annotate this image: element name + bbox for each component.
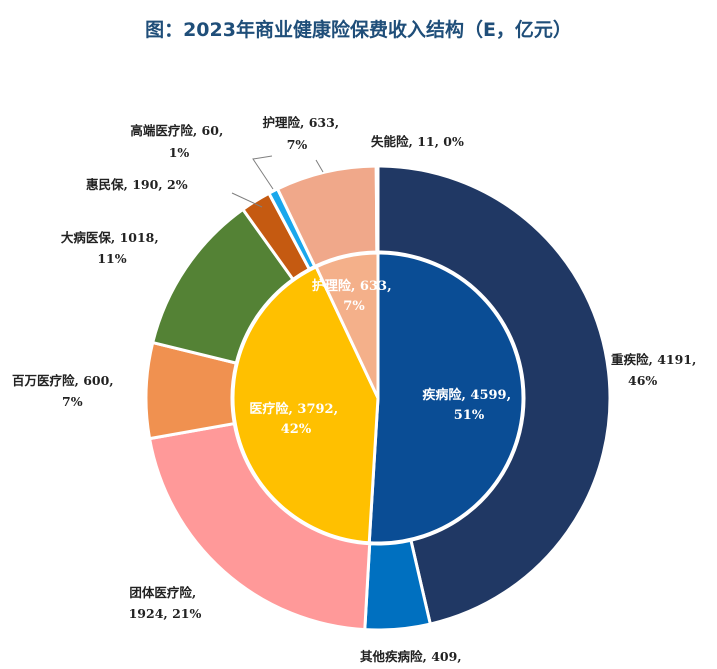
outer-label-hulixian-outer: 护理险, 633, 7% — [262, 115, 343, 152]
outer-label-baiwanyiliaoxian: 百万医疗险, 600, 7% — [12, 373, 118, 409]
leader-lines — [231, 155, 324, 208]
inner-slice-0 — [367, 251, 525, 545]
leader-line-0 — [252, 155, 274, 190]
leader-line-2 — [315, 159, 324, 173]
outer-label-tuantiyiliaoxian: 团体医疗险, 1924, 21% — [129, 585, 202, 621]
inner-label-hulixian: 护理险, 633, 7% — [312, 278, 396, 314]
outer-label-gaoduanyiliaoxian: 高端医疗险, 60, 1% — [130, 123, 227, 160]
inner-slice-1 — [231, 264, 380, 545]
chart-title: 图：2023年商业健康险保费收入结构（E，亿元） — [145, 19, 572, 41]
outer-label-qitajibingxian: 其他疾病险, 409, — [360, 649, 462, 664]
leader-line-1 — [231, 192, 263, 208]
inner-label-jibingxian: 疾病险, 4599, 51% — [422, 387, 515, 423]
inner-pie — [231, 251, 525, 545]
outer-label-dabingyibao: 大病医保, 1018, 11% — [61, 230, 163, 266]
outer-label-shinengxian: 失能险, 11, 0% — [371, 134, 464, 149]
outer-label-zhongjixian: 重疾险, 4191, 46% — [611, 352, 701, 388]
outer-slice-8 — [374, 164, 380, 254]
outer-label-huiminbao: 惠民保, 190, 2% — [86, 177, 188, 192]
inner-label-yiliaoxian: 医疗险, 3792, 42% — [249, 401, 342, 437]
inner-slice-2 — [314, 251, 380, 399]
